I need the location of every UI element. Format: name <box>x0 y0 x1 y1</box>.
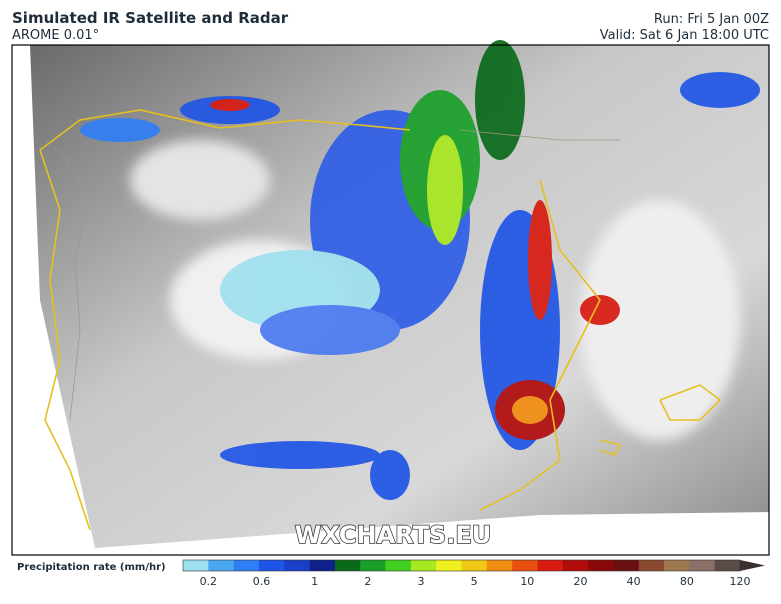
colorbar-tick-label: 1 <box>311 575 318 588</box>
colorbar-segment <box>309 560 336 571</box>
colorbar-segment <box>334 560 361 571</box>
colorbar-segment <box>208 560 234 571</box>
colorbar-segment <box>664 560 690 571</box>
colorbar-segment <box>588 560 614 571</box>
run: Run: Fri 5 Jan 00Z <box>654 12 769 27</box>
title: Simulated IR Satellite and Radar <box>12 9 289 27</box>
colorbar-segment <box>360 560 386 571</box>
coastline <box>39 109 722 531</box>
watermark: WXCHARTS.EU <box>295 521 491 549</box>
colorbar-segment <box>461 560 488 571</box>
colorbar-frame <box>182 559 741 572</box>
map: WXCHARTS.EU <box>11 40 770 556</box>
colorbar-tick-label: 120 <box>730 575 751 588</box>
colorbar-segment <box>233 560 260 571</box>
colorbar-tick-label: 0.6 <box>253 575 271 588</box>
colorbar-segment <box>537 560 564 571</box>
colorbar-segment <box>638 560 665 571</box>
colorbar-segment <box>258 560 285 571</box>
colorbar-tick-label: 40 <box>627 575 641 588</box>
colorbar-segment <box>714 560 741 571</box>
colorbar-segment <box>512 560 538 571</box>
colorbar-tick-label: 3 <box>417 575 424 588</box>
colorbar-segment <box>562 560 589 571</box>
colorbar-arrow <box>740 560 765 571</box>
colorbar-segment <box>486 560 513 571</box>
colorbar-tick-label: 10 <box>520 575 534 588</box>
legend-label: Precipitation rate (mm/hr) <box>17 562 166 573</box>
colorbar-tick-label: 20 <box>573 575 587 588</box>
colorbar-segment <box>183 560 209 571</box>
colorbar-segment <box>385 560 412 571</box>
colorbar-tick-label: 2 <box>364 575 371 588</box>
colorbar-segment <box>284 560 310 571</box>
colorbar-tick-label: 80 <box>680 575 694 588</box>
colorbar-tick-label: 5 <box>471 575 478 588</box>
colorbar-segment <box>689 560 715 571</box>
colorbar-segment <box>410 560 437 571</box>
colorbar: 0.2 0.6 1 2 3 5 10 20 40 80 120 <box>182 559 765 588</box>
colorbar-tick-label: 0.2 <box>200 575 218 588</box>
colorbar-segment <box>613 560 640 571</box>
colorbar-segment <box>436 560 462 571</box>
model: AROME 0.01° <box>12 28 99 43</box>
precipitation <box>80 40 760 500</box>
borders <box>59 129 620 421</box>
valid: Valid: Sat 6 Jan 18:00 UTC <box>600 28 769 43</box>
